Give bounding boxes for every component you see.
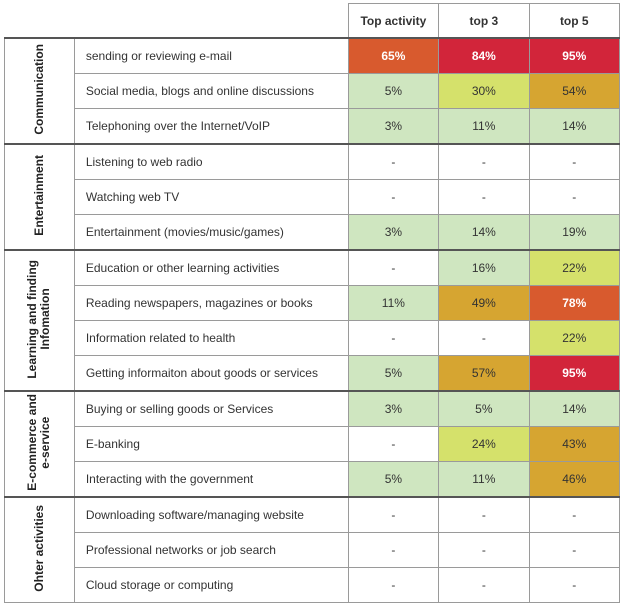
activity-label: Cloud storage or computing	[73, 567, 349, 603]
value-cell: 11%	[347, 285, 440, 321]
table-row: Learning and finding Infomation Education…	[4, 249, 620, 392]
activity-label: Buying or selling goods or Services	[73, 390, 349, 427]
value-cell: 14%	[528, 108, 620, 145]
value-cell: 57%	[438, 355, 530, 392]
activity-label: Interacting with the government	[73, 461, 349, 498]
table-row: Telephoning over the Internet/VoIP 3% 11% 1…	[5, 108, 620, 145]
value-cell: 43%	[528, 426, 620, 462]
value-cell: 84%	[438, 37, 530, 74]
value-cell: -	[528, 179, 620, 215]
table-row: Communication sending or reviewing e-mail…	[4, 37, 620, 145]
value-cell: -	[528, 143, 620, 180]
column-header: top 5	[528, 3, 620, 39]
value-cell: 24%	[438, 426, 530, 462]
category-cell: Learning and finding Infomation	[4, 249, 75, 392]
category-cell: E-commerce and e-service	[4, 390, 75, 498]
table-row: Entertainment (movies/music/games) 3% 14% 1…	[5, 214, 620, 251]
category-label: Ohter activities	[31, 505, 46, 592]
header-row: Top activity top 3 top 5	[4, 3, 620, 39]
value-cell: -	[528, 567, 620, 603]
category-cell: Communication	[4, 37, 75, 145]
value-cell: 5%	[347, 73, 440, 109]
value-cell: -	[438, 496, 530, 533]
value-cell: -	[347, 532, 440, 568]
category-label: Entertainment	[31, 155, 46, 236]
table-row: E-banking -24% 43%	[5, 426, 620, 462]
activity-label: Education or other learning activities	[73, 249, 349, 286]
value-cell: -	[347, 143, 440, 180]
value-cell: -	[528, 532, 620, 568]
value-cell: 5%	[438, 390, 530, 427]
activity-label: Downloading software/managing website	[73, 496, 349, 533]
value-cell: -	[438, 143, 530, 180]
activity-label: Watching web TV	[73, 179, 349, 215]
activity-label: Listening to web radio	[73, 143, 349, 180]
column-header: Top activity	[347, 3, 440, 39]
value-cell: -	[347, 426, 440, 462]
activity-label: Reading newspapers, magazines or books	[73, 285, 349, 321]
value-cell: -	[347, 320, 440, 356]
activity-label: Information related to health	[73, 320, 349, 356]
table-row: Entertainment Listening to web radio - - -	[4, 143, 620, 251]
category-cell: Ohter activities	[4, 496, 75, 603]
activity-label: Getting informaiton about goods or servi…	[73, 355, 349, 392]
category-label: Communication	[31, 44, 46, 135]
value-cell: 3%	[347, 108, 440, 145]
table-row: Watching web TV - - -	[5, 179, 620, 215]
value-cell: 16%	[438, 249, 530, 286]
value-cell: 11%	[438, 461, 530, 498]
value-cell: 22%	[528, 249, 620, 286]
value-cell: 95%	[528, 37, 620, 74]
activity-label: Entertainment (movies/music/games)	[73, 214, 349, 251]
category-cell: Entertainment	[4, 143, 75, 251]
table-row: Interacting with the government 5% 11% 46%	[5, 461, 620, 498]
table-row: Social media, blogs and online discussio…	[5, 73, 620, 109]
category-label: Learning and finding Infomation	[25, 259, 53, 379]
value-cell: 3%	[347, 390, 440, 427]
value-cell: 78%	[528, 285, 620, 321]
category-label: E-commerce and e-service	[25, 394, 53, 491]
value-cell: 5%	[347, 355, 440, 392]
value-cell: -	[347, 496, 440, 533]
value-cell: 46%	[528, 461, 620, 498]
table-row: Professional networks or job search - - -	[5, 532, 620, 568]
value-cell: 22%	[528, 320, 620, 356]
value-cell: 11%	[438, 108, 530, 145]
value-cell: 14%	[528, 390, 620, 427]
value-cell: 95%	[528, 355, 620, 392]
value-cell: 54%	[528, 73, 620, 109]
value-cell: -	[347, 249, 440, 286]
activity-label: Telephoning over the Internet/VoIP	[73, 108, 349, 145]
table-row: E-commerce and e-service Buying or sellin…	[4, 390, 620, 498]
value-cell: -	[528, 496, 620, 533]
activity-label: sending or reviewing e-mail	[73, 37, 349, 74]
value-cell: 14%	[438, 214, 530, 251]
column-header: top 3	[438, 3, 530, 39]
table-row: Ohter activities Downloading software/man…	[4, 496, 620, 603]
header-blank	[4, 3, 349, 39]
value-cell: -	[347, 179, 440, 215]
table-row: Cloud storage or computing - - -	[5, 567, 620, 603]
value-cell: -	[438, 179, 530, 215]
activity-label: Social media, blogs and online discussio…	[73, 73, 349, 109]
value-cell: -	[438, 320, 530, 356]
value-cell: 19%	[528, 214, 620, 251]
table-row: Information related to health - -22%	[5, 320, 620, 356]
table-row: Getting informaiton about goods or servi…	[5, 355, 620, 392]
value-cell: 30%	[438, 73, 530, 109]
table-row: Reading newspapers, magazines or books 11…	[5, 285, 620, 321]
value-cell: -	[438, 532, 530, 568]
value-cell: 5%	[347, 461, 440, 498]
value-cell: 65%	[347, 37, 440, 74]
activity-heatmap-table: Top activity top 3 top 5 Communication se…	[4, 3, 620, 603]
table-body: Communication sending or reviewing e-mail…	[4, 37, 620, 603]
value-cell: 3%	[347, 214, 440, 251]
value-cell: 49%	[438, 285, 530, 321]
activity-label: Professional networks or job search	[73, 532, 349, 568]
activity-label: E-banking	[73, 426, 349, 462]
value-cell: -	[438, 567, 530, 603]
value-cell: -	[347, 567, 440, 603]
